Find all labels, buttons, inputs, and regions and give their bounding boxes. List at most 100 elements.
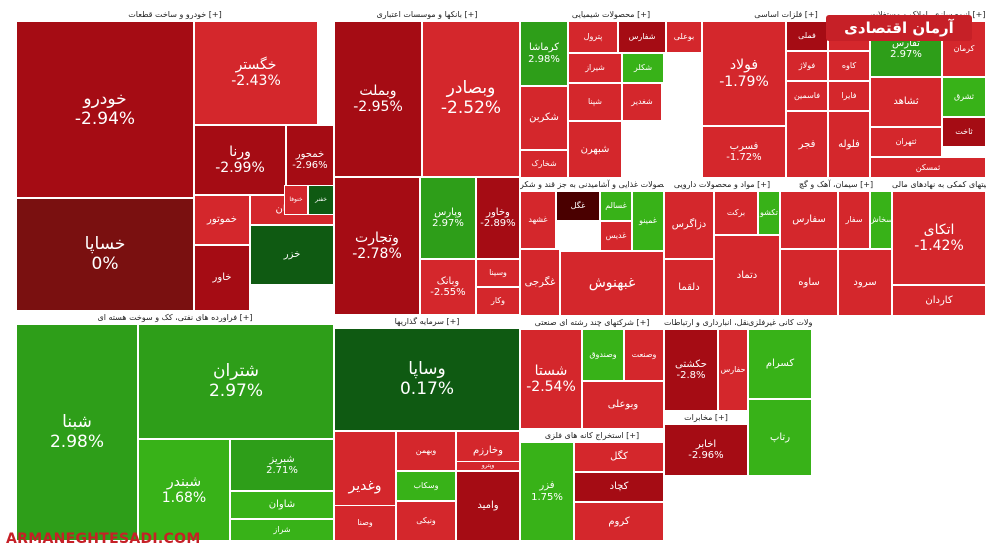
stock-tile[interactable]: ثمسکن	[870, 157, 986, 178]
stock-tile[interactable]: ساوه	[780, 249, 838, 316]
stock-tile[interactable]: خاور	[194, 245, 250, 311]
stock-tile[interactable]: خساپا 0%	[16, 198, 194, 311]
stock-tile[interactable]: ونیکی	[396, 501, 456, 541]
stock-tile[interactable]: کگل	[574, 442, 664, 472]
stock-tile[interactable]: رتاپ	[748, 399, 812, 476]
stock-tile[interactable]: ثشاهد	[870, 77, 942, 127]
sector-title[interactable]: حمل ونقل، انبارداری و ارتباطات [+]	[664, 316, 748, 329]
stock-tile[interactable]: ثشرق	[942, 77, 986, 117]
stock-tile[interactable]: پترول	[568, 21, 618, 53]
stock-tile[interactable]: حفارس	[718, 329, 748, 411]
stock-tile[interactable]: سکاب	[396, 541, 398, 543]
stock-tile[interactable]: وساپا 0.17%	[334, 328, 520, 431]
stock-tile[interactable]: شبنا 2.98%	[16, 324, 138, 541]
stock-tile[interactable]: کاردان	[892, 285, 986, 316]
stock-tile[interactable]: فزر 1.75%	[520, 442, 574, 541]
stock-tile[interactable]: خمحور -2.96%	[286, 125, 334, 195]
stock-tile[interactable]: فاسمین	[786, 81, 828, 111]
stock-tile[interactable]: سفارس	[780, 191, 838, 249]
stock-tile[interactable]: شاوان	[230, 491, 334, 519]
sector-title[interactable]: مخابرات [+]	[664, 411, 748, 424]
stock-tile[interactable]: سخاش	[870, 191, 892, 249]
stock-tile[interactable]: وخاور -2.89%	[476, 177, 520, 259]
stock-tile[interactable]: غمینو	[632, 191, 664, 251]
stock-tile[interactable]: وکار	[476, 287, 520, 315]
stock-tile[interactable]: شتران 2.97%	[138, 324, 334, 439]
stock-tile[interactable]: بوعلی	[666, 21, 702, 53]
stock-tile[interactable]: خزر	[250, 225, 334, 285]
stock-tile[interactable]: شغدیر	[622, 83, 662, 121]
stock-tile[interactable]: فلوله	[828, 111, 870, 178]
stock-tile[interactable]: وبوعلی	[582, 381, 664, 429]
stock-tile[interactable]: غسالم	[600, 191, 632, 221]
stock-tile[interactable]: غبهنوش	[560, 251, 664, 316]
stock-tile[interactable]: خودرو -2.94%	[16, 21, 194, 198]
stock-tile[interactable]: وسکاب	[396, 471, 456, 501]
sector-title[interactable]: فراورده های نفتی، کک و سوخت هسته ای [+]	[16, 311, 334, 324]
stock-tile[interactable]: فسرب -1.72%	[702, 126, 786, 178]
stock-tile[interactable]: شیراز	[568, 53, 622, 83]
stock-tile[interactable]: وپارس 2.97%	[420, 177, 476, 259]
stock-tile[interactable]: فایرا	[828, 81, 870, 111]
stock-tile[interactable]: دلقما	[664, 259, 714, 316]
stock-tile[interactable]: برکت	[714, 191, 758, 235]
sector-title[interactable]: مواد و محصولات دارویی [+]	[664, 178, 780, 191]
stock-tile[interactable]: فجر	[786, 111, 828, 178]
sector-title[interactable]: محصولات شیمیایی [+]	[520, 8, 702, 21]
stock-tile[interactable]: سرود	[838, 249, 892, 316]
stock-tile[interactable]: خموتور	[194, 195, 250, 245]
stock-tile[interactable]: خگستر -2.43%	[194, 21, 318, 125]
stock-tile[interactable]: کسرام	[748, 329, 812, 399]
stock-tile[interactable]: وامید	[456, 471, 520, 541]
stock-tile[interactable]: شکلر	[622, 53, 664, 83]
stock-tile[interactable]: وبصادر -2.52%	[422, 21, 520, 177]
stock-tile[interactable]: شخارک	[520, 150, 568, 178]
stock-tile[interactable]: شکربن	[520, 86, 568, 150]
stock-tile[interactable]: کرماشا 2.98%	[520, 21, 568, 86]
stock-tile[interactable]: وصنعت	[624, 329, 664, 381]
stock-tile[interactable]: شفارس	[618, 21, 666, 53]
stock-tile[interactable]: وبهمن	[396, 431, 456, 471]
stock-tile[interactable]: فملی	[786, 21, 828, 51]
sector-title[interactable]: فعالیتهای کمکی به نهادهای مالی [+]	[892, 178, 986, 191]
stock-tile[interactable]: فولاژ	[786, 51, 828, 81]
sector-title[interactable]: محصولات غذایی و آشامیدنی به جز قند و شکر…	[520, 178, 664, 191]
stock-tile[interactable]: حکشتی -2.8%	[664, 329, 718, 411]
stock-tile[interactable]: شبندر 1.68%	[138, 439, 230, 541]
stock-tile[interactable]: وصنا	[334, 505, 396, 541]
stock-tile[interactable]: وصندوق	[582, 329, 624, 381]
stock-tile[interactable]: وسطحان	[520, 541, 522, 543]
stock-tile[interactable]: شستا -2.54%	[520, 329, 582, 429]
stock-tile[interactable]: خنوفا	[284, 185, 308, 215]
stock-tile[interactable]: تکشو	[758, 191, 780, 235]
stock-tile[interactable]: وسینا	[476, 259, 520, 287]
stock-tile[interactable]: غدیس	[600, 221, 632, 251]
stock-tile[interactable]: شبریز 2.71%	[230, 439, 334, 491]
stock-tile[interactable]: ورنا -2.99%	[194, 125, 286, 195]
stock-tile[interactable]: غشهد	[520, 191, 556, 249]
stock-tile[interactable]: ثاخت	[942, 117, 986, 147]
stock-tile[interactable]: خفنر	[308, 185, 334, 215]
stock-tile[interactable]: شپنا	[568, 83, 622, 121]
stock-tile[interactable]: اخابر -2.96%	[664, 424, 748, 476]
stock-tile[interactable]: کروم	[574, 502, 664, 541]
stock-tile[interactable]: فولاد -1.79%	[702, 21, 786, 126]
stock-tile[interactable]: وبانک -2.55%	[420, 259, 476, 315]
stock-tile[interactable]: وبملت -2.95%	[334, 21, 422, 177]
stock-tile[interactable]: کچاد	[574, 472, 664, 502]
stock-tile[interactable]: وتجارت -2.78%	[334, 177, 420, 315]
stock-tile[interactable]: وپترو	[456, 461, 520, 471]
stock-tile[interactable]: دزاگرس	[664, 191, 714, 259]
stock-tile[interactable]: کاوه	[828, 51, 870, 81]
stock-tile[interactable]: سفار	[838, 191, 870, 249]
sector-title[interactable]: شرکتهای چند رشته ای صنعتی [+]	[520, 316, 664, 329]
sector-title[interactable]: سیمان، آهک و گچ [+]	[780, 178, 892, 191]
stock-tile[interactable]: اتکای -1.42%	[892, 191, 986, 285]
stock-tile[interactable]: شراز	[230, 519, 334, 541]
stock-tile[interactable]: دتماد	[714, 235, 780, 316]
stock-tile[interactable]: ثتهران	[870, 127, 942, 157]
sector-title[interactable]: سرمایه گذاریها [+]	[334, 315, 520, 328]
sector-title[interactable]: استخراج کانه های فلزی [+]	[520, 429, 664, 442]
sector-title[interactable]: سایر محصولات کانی غیرفلزی [+]	[748, 316, 812, 329]
stock-tile[interactable]: غگرجی	[520, 249, 560, 316]
